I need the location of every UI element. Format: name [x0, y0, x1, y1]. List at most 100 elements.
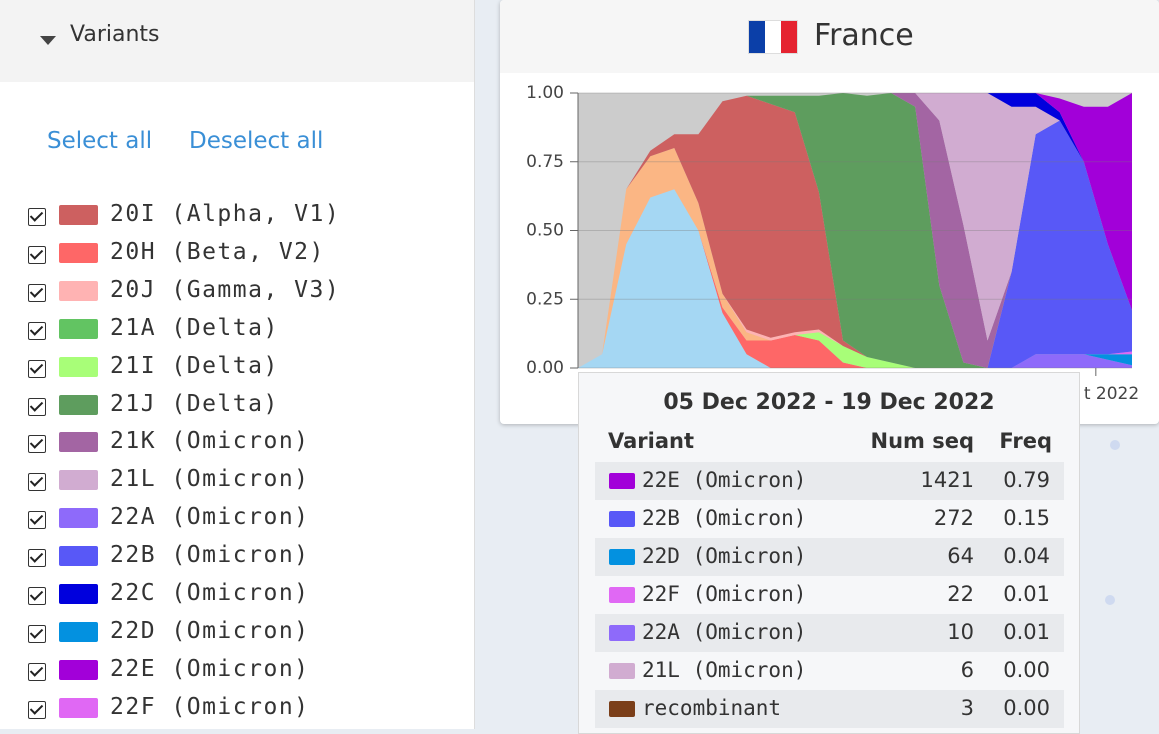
- variant-swatch: [59, 280, 98, 301]
- variant-item[interactable]: 21A (Delta): [0, 314, 474, 354]
- row-swatch: [609, 587, 635, 603]
- row-variant: 22E (Omicron): [642, 468, 807, 492]
- row-num-seq: 6: [960, 658, 974, 682]
- row-swatch: [609, 625, 635, 641]
- row-freq: 0.04: [1003, 544, 1050, 568]
- tooltip-row: 22E (Omicron) 1421 0.79: [595, 462, 1064, 500]
- checkbox[interactable]: [28, 473, 46, 492]
- variant-name: 21A (Delta): [110, 314, 279, 341]
- variant-item[interactable]: 21I (Delta): [0, 353, 474, 392]
- checkbox[interactable]: [28, 321, 46, 340]
- variant-item[interactable]: 21L (Omicron): [0, 466, 474, 505]
- variant-item[interactable]: 21K (Omicron): [0, 428, 474, 467]
- tooltip-header: Num seq: [870, 429, 975, 453]
- collapse-caret[interactable]: [40, 36, 56, 45]
- variant-item[interactable]: 22C (Omicron): [0, 580, 474, 619]
- variant-name: 22C (Omicron): [110, 580, 310, 606]
- checkbox[interactable]: [28, 549, 46, 568]
- checkbox[interactable]: [28, 435, 46, 454]
- tooltip-row: 22B (Omicron) 272 0.15: [595, 500, 1064, 538]
- checkbox[interactable]: [28, 208, 46, 226]
- row-num-seq: 22: [947, 582, 974, 606]
- checkbox[interactable]: [28, 245, 46, 264]
- y-tick-label: 0.50: [526, 221, 564, 241]
- checkbox[interactable]: [28, 397, 46, 416]
- tooltip-row: 22A (Omicron) 10 0.01: [595, 614, 1064, 652]
- x-tick-label: t 2022: [1084, 384, 1139, 404]
- checkbox[interactable]: [28, 283, 46, 302]
- variant-item[interactable]: 22E (Omicron): [0, 655, 474, 695]
- row-variant: 21L (Omicron): [642, 658, 807, 682]
- row-freq: 0.15: [1003, 506, 1050, 530]
- variant-swatch: [59, 394, 98, 415]
- variant-swatch: [59, 584, 98, 604]
- variant-name: 22A (Omicron): [110, 504, 310, 531]
- row-swatch: [609, 701, 635, 717]
- select-all[interactable]: Select all: [47, 128, 153, 154]
- sidebar-header[interactable]: Variants: [0, 0, 474, 82]
- variant-swatch: [59, 432, 98, 453]
- row-num-seq: 10: [947, 620, 974, 644]
- variant-item[interactable]: 20I (Alpha, V1): [0, 201, 474, 240]
- variant-swatch: [59, 470, 98, 491]
- sidebar-title[interactable]: Variants: [70, 22, 160, 47]
- checkbox[interactable]: [28, 587, 46, 605]
- row-variant: recombinant: [642, 696, 782, 720]
- row-variant: 22D (Omicron): [642, 544, 807, 568]
- deselect-all[interactable]: Deselect all: [189, 128, 324, 154]
- row-freq: 0.01: [1003, 620, 1050, 644]
- tooltip-row: 22D (Omicron) 64 0.04: [595, 538, 1064, 576]
- row-variant: 22A (Omicron): [642, 620, 807, 644]
- variant-item[interactable]: 22B (Omicron): [0, 542, 474, 581]
- tooltip-row: 22F (Omicron) 22 0.01: [595, 576, 1064, 614]
- area: [578, 93, 1132, 368]
- variant-name: 22E (Omicron): [110, 655, 310, 682]
- tooltip-row: 21L (Omicron) 6 0.00: [595, 652, 1064, 690]
- variant-swatch: [59, 621, 98, 642]
- area: [578, 93, 1132, 368]
- variant-name: 21J (Delta): [110, 390, 279, 417]
- area: [578, 189, 1132, 368]
- variant-name: 21K (Omicron): [110, 428, 310, 455]
- area: [578, 95, 1132, 369]
- variant-item[interactable]: 22F (Omicron): [0, 693, 474, 733]
- variant-item[interactable]: 21J (Delta): [0, 390, 474, 430]
- area: [578, 95, 1132, 369]
- area: [578, 93, 1132, 368]
- checkbox[interactable]: [28, 700, 46, 719]
- y-tick-label: 0.00: [526, 358, 564, 378]
- checkbox[interactable]: [28, 624, 46, 643]
- checkbox[interactable]: [28, 662, 46, 681]
- variant-swatch: [59, 205, 98, 225]
- variant-name: 22D (Omicron): [110, 617, 310, 644]
- variant-swatch: [59, 546, 98, 567]
- sidebar: Variants Select all Deselect all 20I (Al…: [0, 0, 475, 729]
- checkbox[interactable]: [28, 359, 46, 378]
- tooltip-title: 05 Dec 2022 - 19 Dec 2022: [663, 390, 995, 415]
- row-num-seq: 64: [947, 544, 974, 568]
- variant-name: 22F (Omicron): [110, 693, 310, 720]
- tooltip-header: Variant: [608, 429, 694, 453]
- variant-name: 20I (Alpha, V1): [110, 201, 341, 227]
- checkbox[interactable]: [28, 511, 46, 530]
- y-tick-label: 0.25: [526, 289, 564, 309]
- row-num-seq: 3: [960, 696, 974, 720]
- row-variant: 22B (Omicron): [642, 506, 807, 530]
- card-header: France: [500, 0, 1159, 73]
- row-num-seq: 1421: [920, 468, 974, 492]
- variant-item[interactable]: 20J (Gamma, V3): [0, 277, 474, 316]
- row-swatch: [609, 511, 635, 527]
- y-tick-label: 1.00: [526, 83, 564, 103]
- variant-item[interactable]: 22A (Omicron): [0, 504, 474, 543]
- variant-swatch: [59, 508, 98, 529]
- variant-item[interactable]: 22D (Omicron): [0, 617, 474, 657]
- y-tick-label: 0.75: [526, 152, 564, 172]
- row-swatch: [609, 549, 635, 565]
- variant-list: 20I (Alpha, V1) 20H (Beta, V2) 20J (Gamma,…: [0, 201, 474, 729]
- variant-item[interactable]: 20H (Beta, V2): [0, 239, 474, 278]
- snow-dot: [1105, 595, 1115, 605]
- variant-name: 21L (Omicron): [110, 466, 310, 493]
